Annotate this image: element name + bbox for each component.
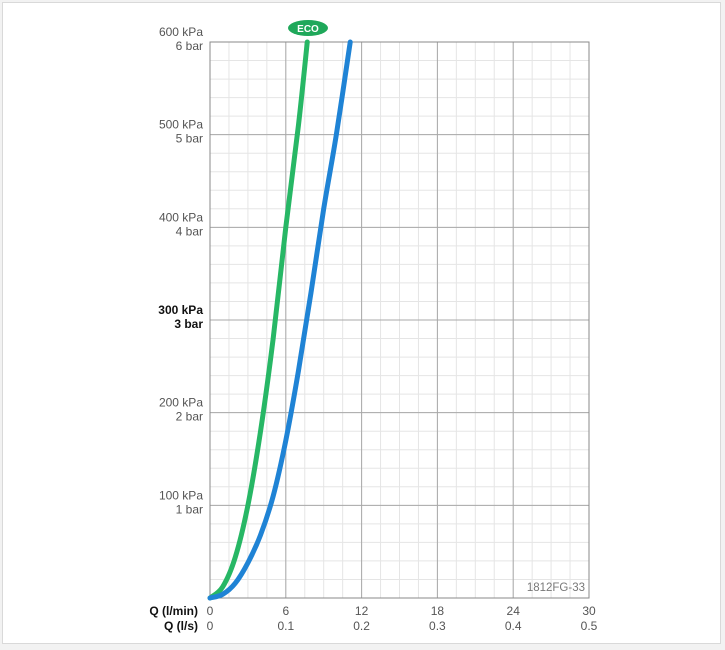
y-tick-label-kpa: 300 kPa xyxy=(158,303,203,317)
x-axis-ticks: 00 60.1 120.2 180.3 240.4 300.5 xyxy=(207,604,598,633)
y-tick-label-kpa: 500 kPa xyxy=(159,118,203,132)
x-tick-label-ls: 0.4 xyxy=(505,619,522,633)
x-tick-label-lmin: 18 xyxy=(431,604,445,618)
x-axis-secondary-label: Q (l/s) xyxy=(164,619,198,633)
y-tick-label-bar: 5 bar xyxy=(176,132,203,146)
y-tick-label-kpa: 200 kPa xyxy=(159,396,203,410)
x-tick-label-lmin: 30 xyxy=(582,604,596,618)
x-tick-label-ls: 0.2 xyxy=(353,619,370,633)
eco-badge-label: ECO xyxy=(297,24,319,35)
chart-frame: 100 kPa 1 bar 200 kPa 2 bar 300 kPa 3 bar 400 … xyxy=(2,2,721,644)
figure-code: 1812FG-33 xyxy=(527,582,585,594)
eco-badge: ECO xyxy=(288,20,328,36)
series-layer xyxy=(207,39,353,601)
plot-border xyxy=(209,41,590,599)
y-tick-label-bar: 4 bar xyxy=(176,224,203,238)
y-tick-label-kpa: 600 kPa xyxy=(159,25,203,39)
x-tick-label-lmin: 12 xyxy=(355,604,369,618)
y-tick-label-bar: 2 bar xyxy=(176,410,203,424)
y-tick-label-bar: 3 bar xyxy=(174,317,203,331)
x-tick-label-lmin: 6 xyxy=(282,604,289,618)
x-tick-label-lmin: 24 xyxy=(507,604,521,618)
y-tick-label-bar: 6 bar xyxy=(176,39,203,53)
series-line-series-2 xyxy=(207,39,353,601)
eco-badge-shape xyxy=(288,20,328,36)
y-tick-label-bar: 1 bar xyxy=(176,502,203,516)
y-tick-label-kpa: 400 kPa xyxy=(159,210,203,224)
x-tick-label-lmin: 0 xyxy=(207,604,214,618)
x-tick-label-ls: 0.1 xyxy=(277,619,294,633)
x-tick-label-ls: 0.5 xyxy=(581,619,598,633)
y-tick-label-kpa: 100 kPa xyxy=(159,488,203,502)
series-line-eco xyxy=(207,39,310,601)
x-axis-primary-label: Q (l/min) xyxy=(149,604,198,618)
x-tick-label-ls: 0 xyxy=(207,619,214,633)
x-tick-label-ls: 0.3 xyxy=(429,619,446,633)
